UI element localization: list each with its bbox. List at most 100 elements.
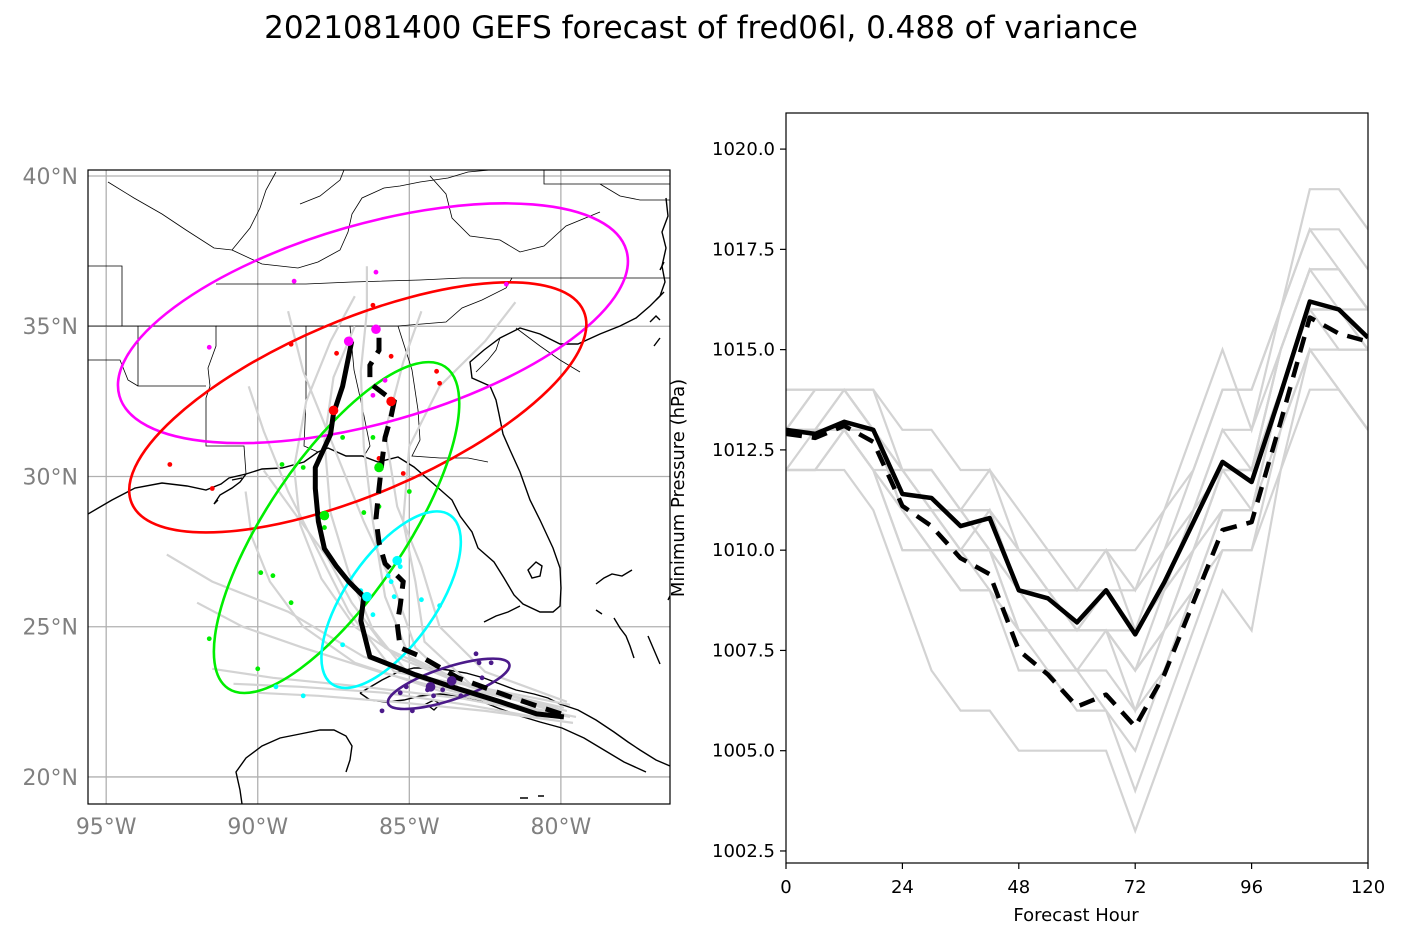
- member-point: [391, 594, 397, 600]
- uncertainty-ellipse: [116, 202, 630, 445]
- member-point: [409, 708, 415, 714]
- track-map: 95°W 90°W 85°W 80°W 20°N 25°N 30°N 35°N 40°N: [23, 165, 671, 840]
- pressure-line-dashed: [786, 315, 1368, 729]
- member-point: [206, 344, 212, 350]
- member-point: [473, 651, 479, 657]
- x-tick-label: 24: [891, 877, 914, 898]
- pressure-chart: 0 24 48 72 96 120 1002.5 1005.0 1007.5 1010.0 1012…: [668, 112, 1385, 926]
- member-point: [403, 684, 409, 690]
- track-marker: [343, 336, 354, 347]
- member-pressure-line: [786, 347, 1368, 835]
- track-marker: [386, 396, 396, 407]
- member-point: [476, 660, 482, 666]
- member-point: [440, 687, 446, 693]
- member-point: [288, 341, 294, 347]
- member-point: [503, 281, 509, 287]
- member-point: [479, 675, 485, 681]
- x-axis-label: Forecast Hour: [1013, 905, 1139, 926]
- track-marker: [446, 676, 457, 686]
- track-marker: [392, 555, 402, 566]
- track-marker: [374, 462, 384, 473]
- member-point: [434, 368, 439, 374]
- atlantic-coast-fragments: [649, 261, 665, 347]
- mean-track-dashed: [367, 329, 562, 717]
- member-point: [258, 570, 264, 576]
- pressure-axis-ticks: 0 24 48 72 96 120 1002.5 1005.0 1007.5 1010.0 1012…: [712, 139, 1385, 898]
- map-plot-area: [88, 170, 670, 804]
- state-border: [231, 170, 491, 269]
- track-markers: [319, 324, 457, 692]
- y-tick-label: 1015.0: [712, 340, 775, 361]
- y-tick-label: 1005.0: [712, 741, 775, 762]
- track-marker: [425, 682, 436, 692]
- plot-area: [786, 188, 1368, 835]
- lat-tick-label: 25°N: [23, 616, 78, 641]
- member-point: [273, 684, 279, 690]
- member-point: [373, 269, 379, 275]
- member-point: [400, 471, 406, 476]
- track-marker: [328, 405, 339, 416]
- member-point: [334, 350, 339, 356]
- member-point: [458, 693, 464, 699]
- member-point: [488, 660, 494, 666]
- uncertainty-ellipse: [320, 510, 463, 690]
- plot-background: [786, 113, 1368, 863]
- lon-tick-label: 80°W: [531, 815, 592, 840]
- lat-tick-label: 30°N: [23, 465, 78, 490]
- member-point: [300, 465, 306, 470]
- lake-okeechobee: [527, 561, 543, 579]
- member-point: [340, 642, 346, 648]
- x-tick-label: 96: [1240, 877, 1263, 898]
- x-tick-label: 120: [1351, 877, 1385, 898]
- y-axis-label: Minimum Pressure (hPa): [668, 379, 689, 597]
- lat-tick-label: 40°N: [23, 165, 78, 190]
- member-point: [370, 435, 376, 440]
- member-point: [209, 486, 215, 491]
- member-pressure-lines: [786, 188, 1368, 835]
- plot-frame: [785, 112, 1369, 864]
- figure-title: 2021081400 GEFS forecast of fred06l, 0.4…: [264, 10, 1138, 46]
- member-pressure-line: [786, 226, 1368, 593]
- member-point: [397, 690, 403, 696]
- member-point: [370, 612, 376, 618]
- state-border: [107, 171, 277, 251]
- member-point: [340, 435, 346, 440]
- y-tick-label: 1002.5: [712, 841, 775, 862]
- lon-tick-label: 90°W: [227, 815, 288, 840]
- member-point: [206, 636, 212, 642]
- uncertainty-ellipse: [212, 360, 461, 695]
- mean-pressure-lines: [786, 299, 1368, 729]
- member-point: [370, 392, 376, 398]
- lat-tick-label: 20°N: [23, 766, 78, 791]
- state-border: [216, 277, 670, 327]
- member-positions: [167, 269, 509, 714]
- member-point: [370, 302, 376, 308]
- map-tick-labels: 95°W 90°W 85°W 80°W 20°N 25°N 30°N 35°N 40°N: [23, 165, 592, 840]
- lon-tick-label: 85°W: [379, 815, 440, 840]
- pressure-line-solid: [786, 299, 1368, 637]
- x-tick-label: 0: [780, 877, 791, 898]
- member-pressure-line: [786, 188, 1368, 593]
- lat-tick-label: 35°N: [23, 315, 78, 340]
- member-point: [388, 579, 394, 585]
- member-pressure-line: [786, 388, 1368, 713]
- state-border: [216, 277, 512, 285]
- peninsula-outline: [213, 473, 247, 505]
- member-point: [279, 462, 285, 467]
- state-border: [88, 265, 247, 475]
- track-marker: [371, 324, 381, 335]
- gulf-coastline: [88, 197, 669, 613]
- uncertainty-ellipses: [116, 202, 630, 711]
- bahamas: [595, 569, 670, 665]
- member-point: [382, 377, 388, 383]
- member-point: [167, 462, 173, 467]
- state-border: [397, 325, 489, 463]
- y-tick-label: 1017.5: [712, 239, 775, 260]
- state-border: [88, 359, 139, 387]
- member-point: [419, 597, 424, 603]
- yucatan-coast: [235, 729, 353, 804]
- member-point: [388, 353, 394, 359]
- state-border: [299, 170, 601, 253]
- member-point: [406, 489, 412, 494]
- cayman-islands: [520, 795, 544, 799]
